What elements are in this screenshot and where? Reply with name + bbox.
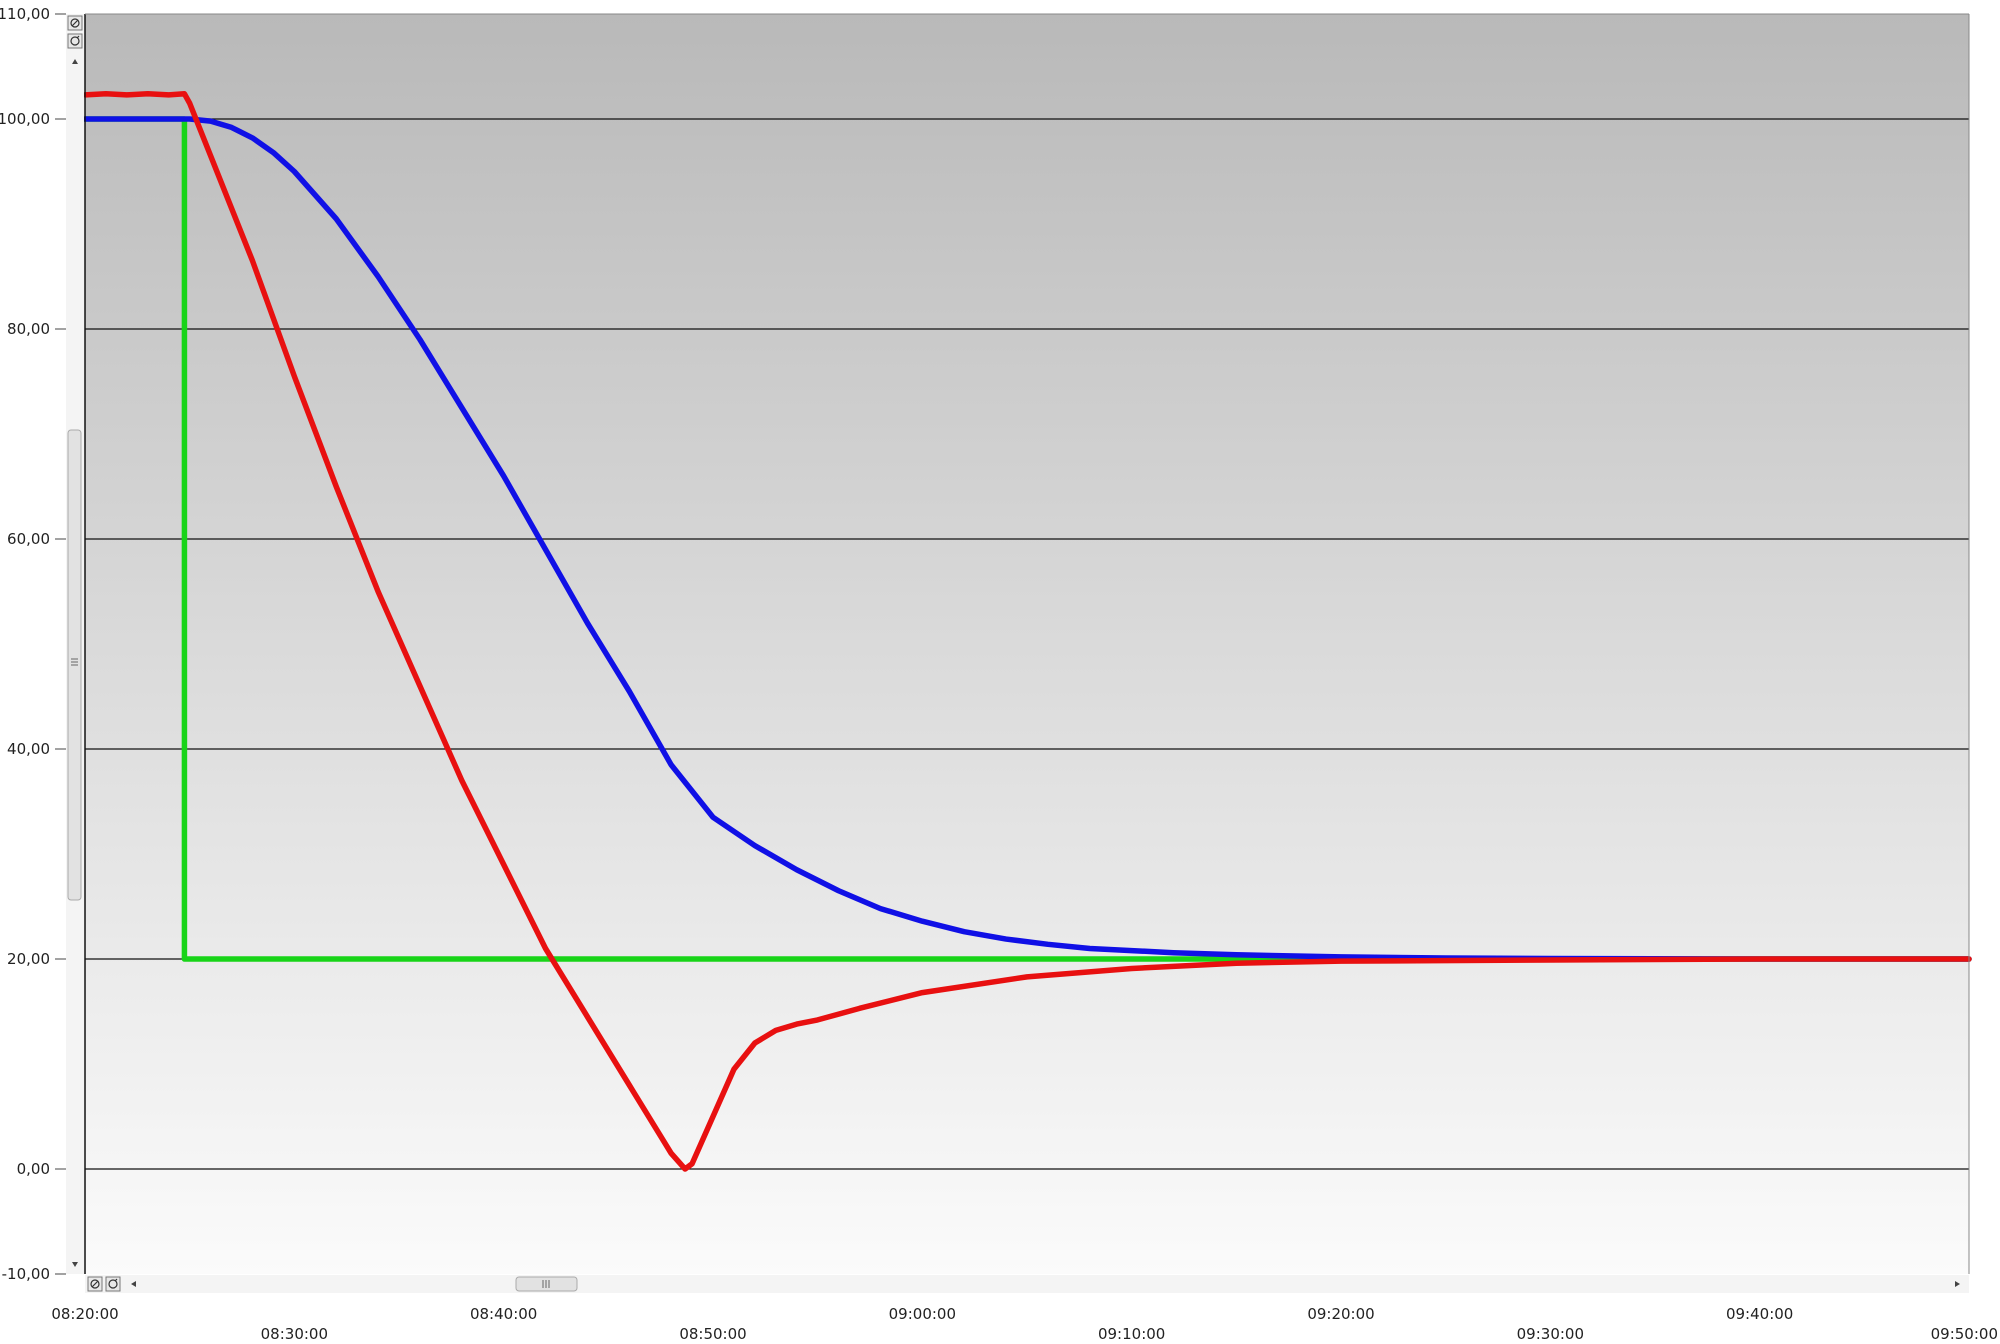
x-tick-label: 09:10:00 [1098, 1325, 1165, 1343]
x-tick-labels: 08:20:00 08:30:00 08:40:00 08:50:00 09:00:00… [51, 1305, 1998, 1343]
y-tick-label: 80,00 [7, 320, 50, 338]
x-tick-label: 08:20:00 [51, 1305, 118, 1323]
series-layer [82, 91, 1972, 1172]
plot-area [85, 14, 1969, 1274]
y-tick-label: 100,00 [0, 110, 50, 128]
x-tick-label: 09:20:00 [1307, 1305, 1374, 1323]
x-tick-label: 08:30:00 [261, 1325, 328, 1343]
horizontal-scroll-track[interactable] [85, 1275, 1969, 1293]
zoom-icon[interactable] [105, 1276, 121, 1292]
y-tick-labels: 110,00 100,00 80,00 60,00 40,00 20,00 0,00 -10,… [0, 5, 66, 1283]
x-tick-label: 09:00:00 [889, 1305, 956, 1323]
y-tick-label: 110,00 [0, 5, 50, 23]
zoom-icon[interactable] [67, 33, 83, 49]
zoom-reset-icon[interactable] [67, 15, 83, 31]
scroll-grip-icon [542, 1280, 550, 1288]
y-tick-label: 40,00 [7, 740, 50, 758]
scroll-up-icon[interactable] [72, 59, 78, 64]
x-tick-label: 08:40:00 [470, 1305, 537, 1323]
series-line-blue [82, 116, 1972, 962]
scroll-right-icon[interactable] [1955, 1281, 1960, 1287]
scroll-grip-icon [71, 658, 78, 666]
x-tick-label: 08:50:00 [679, 1325, 746, 1343]
zoom-reset-icon[interactable] [87, 1276, 103, 1292]
x-tick-label: 09:40:00 [1726, 1305, 1793, 1323]
x-tick-label: 09:30:00 [1517, 1325, 1584, 1343]
x-tick-label: 09:50:00 [1931, 1325, 1998, 1343]
y-tick-label: 0,00 [17, 1160, 50, 1178]
scroll-left-icon[interactable] [131, 1281, 136, 1287]
y-tick-label: -10,00 [2, 1265, 50, 1283]
series-line-red [82, 91, 1972, 1172]
vertical-scrollbar[interactable] [66, 14, 84, 1274]
y-tick-label: 60,00 [7, 530, 50, 548]
scroll-down-icon[interactable] [72, 1262, 78, 1267]
y-tick-label: 20,00 [7, 950, 50, 968]
horizontal-scrollbar[interactable] [85, 1275, 1969, 1293]
